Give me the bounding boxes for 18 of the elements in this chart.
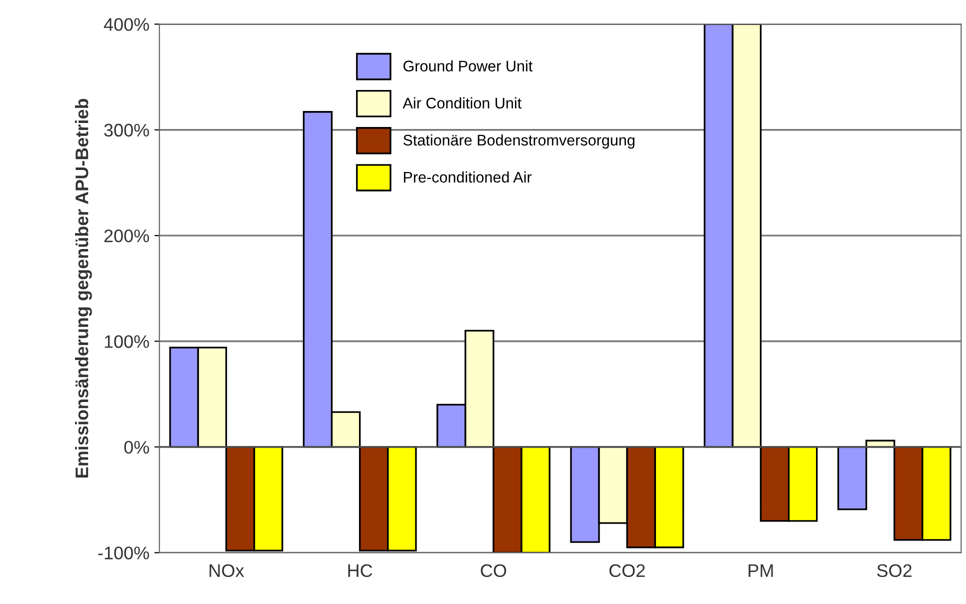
legend-label: Air Condition Unit [402,97,522,109]
x-tick-label: CO2 [609,564,645,578]
y-tick-label: -100% [98,546,150,560]
bar [837,446,868,510]
y-tick-label: 300% [104,124,150,137]
y-tick-label: 400% [104,18,150,31]
legend-label: Pre-conditioned Air [404,171,532,183]
legend-label: Stationäre Bodenstromversorgung [403,134,634,149]
x-tick-label: PM [748,564,773,577]
x-tick-label: NOx [210,564,244,578]
y-tick-label: 0% [124,440,150,454]
y-tick-label: 200% [104,229,150,242]
x-tick-label: HC [348,564,372,578]
x-tick-label: CO [480,564,506,578]
x-tick-label: SO2 [877,564,912,578]
y-axis-title: Emissionsänderung gegenüber APU-Betrieb [75,98,92,478]
legend-label: Ground Power Unit [403,60,533,72]
y-tick-label: 100% [104,335,150,348]
